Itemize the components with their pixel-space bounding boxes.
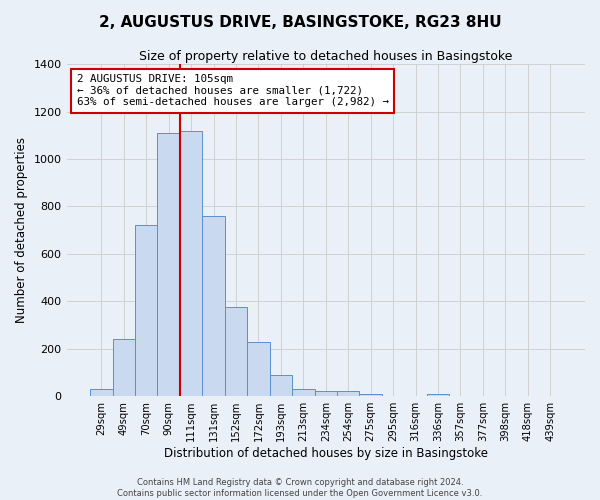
Bar — [359, 394, 382, 396]
Title: Size of property relative to detached houses in Basingstoke: Size of property relative to detached ho… — [139, 50, 512, 63]
Bar — [225, 308, 247, 396]
Text: 2, AUGUSTUS DRIVE, BASINGSTOKE, RG23 8HU: 2, AUGUSTUS DRIVE, BASINGSTOKE, RG23 8HU — [98, 15, 502, 30]
Bar — [247, 342, 269, 396]
Bar — [269, 375, 292, 396]
Bar — [135, 226, 157, 396]
Bar — [180, 130, 202, 396]
Bar — [113, 340, 135, 396]
Bar — [337, 392, 359, 396]
Bar — [202, 216, 225, 396]
Text: 2 AUGUSTUS DRIVE: 105sqm
← 36% of detached houses are smaller (1,722)
63% of sem: 2 AUGUSTUS DRIVE: 105sqm ← 36% of detach… — [77, 74, 389, 108]
X-axis label: Distribution of detached houses by size in Basingstoke: Distribution of detached houses by size … — [164, 447, 488, 460]
Bar — [90, 389, 113, 396]
Text: Contains HM Land Registry data © Crown copyright and database right 2024.
Contai: Contains HM Land Registry data © Crown c… — [118, 478, 482, 498]
Bar — [157, 133, 180, 396]
Y-axis label: Number of detached properties: Number of detached properties — [15, 137, 28, 323]
Bar — [427, 394, 449, 396]
Bar — [292, 389, 314, 396]
Bar — [314, 392, 337, 396]
